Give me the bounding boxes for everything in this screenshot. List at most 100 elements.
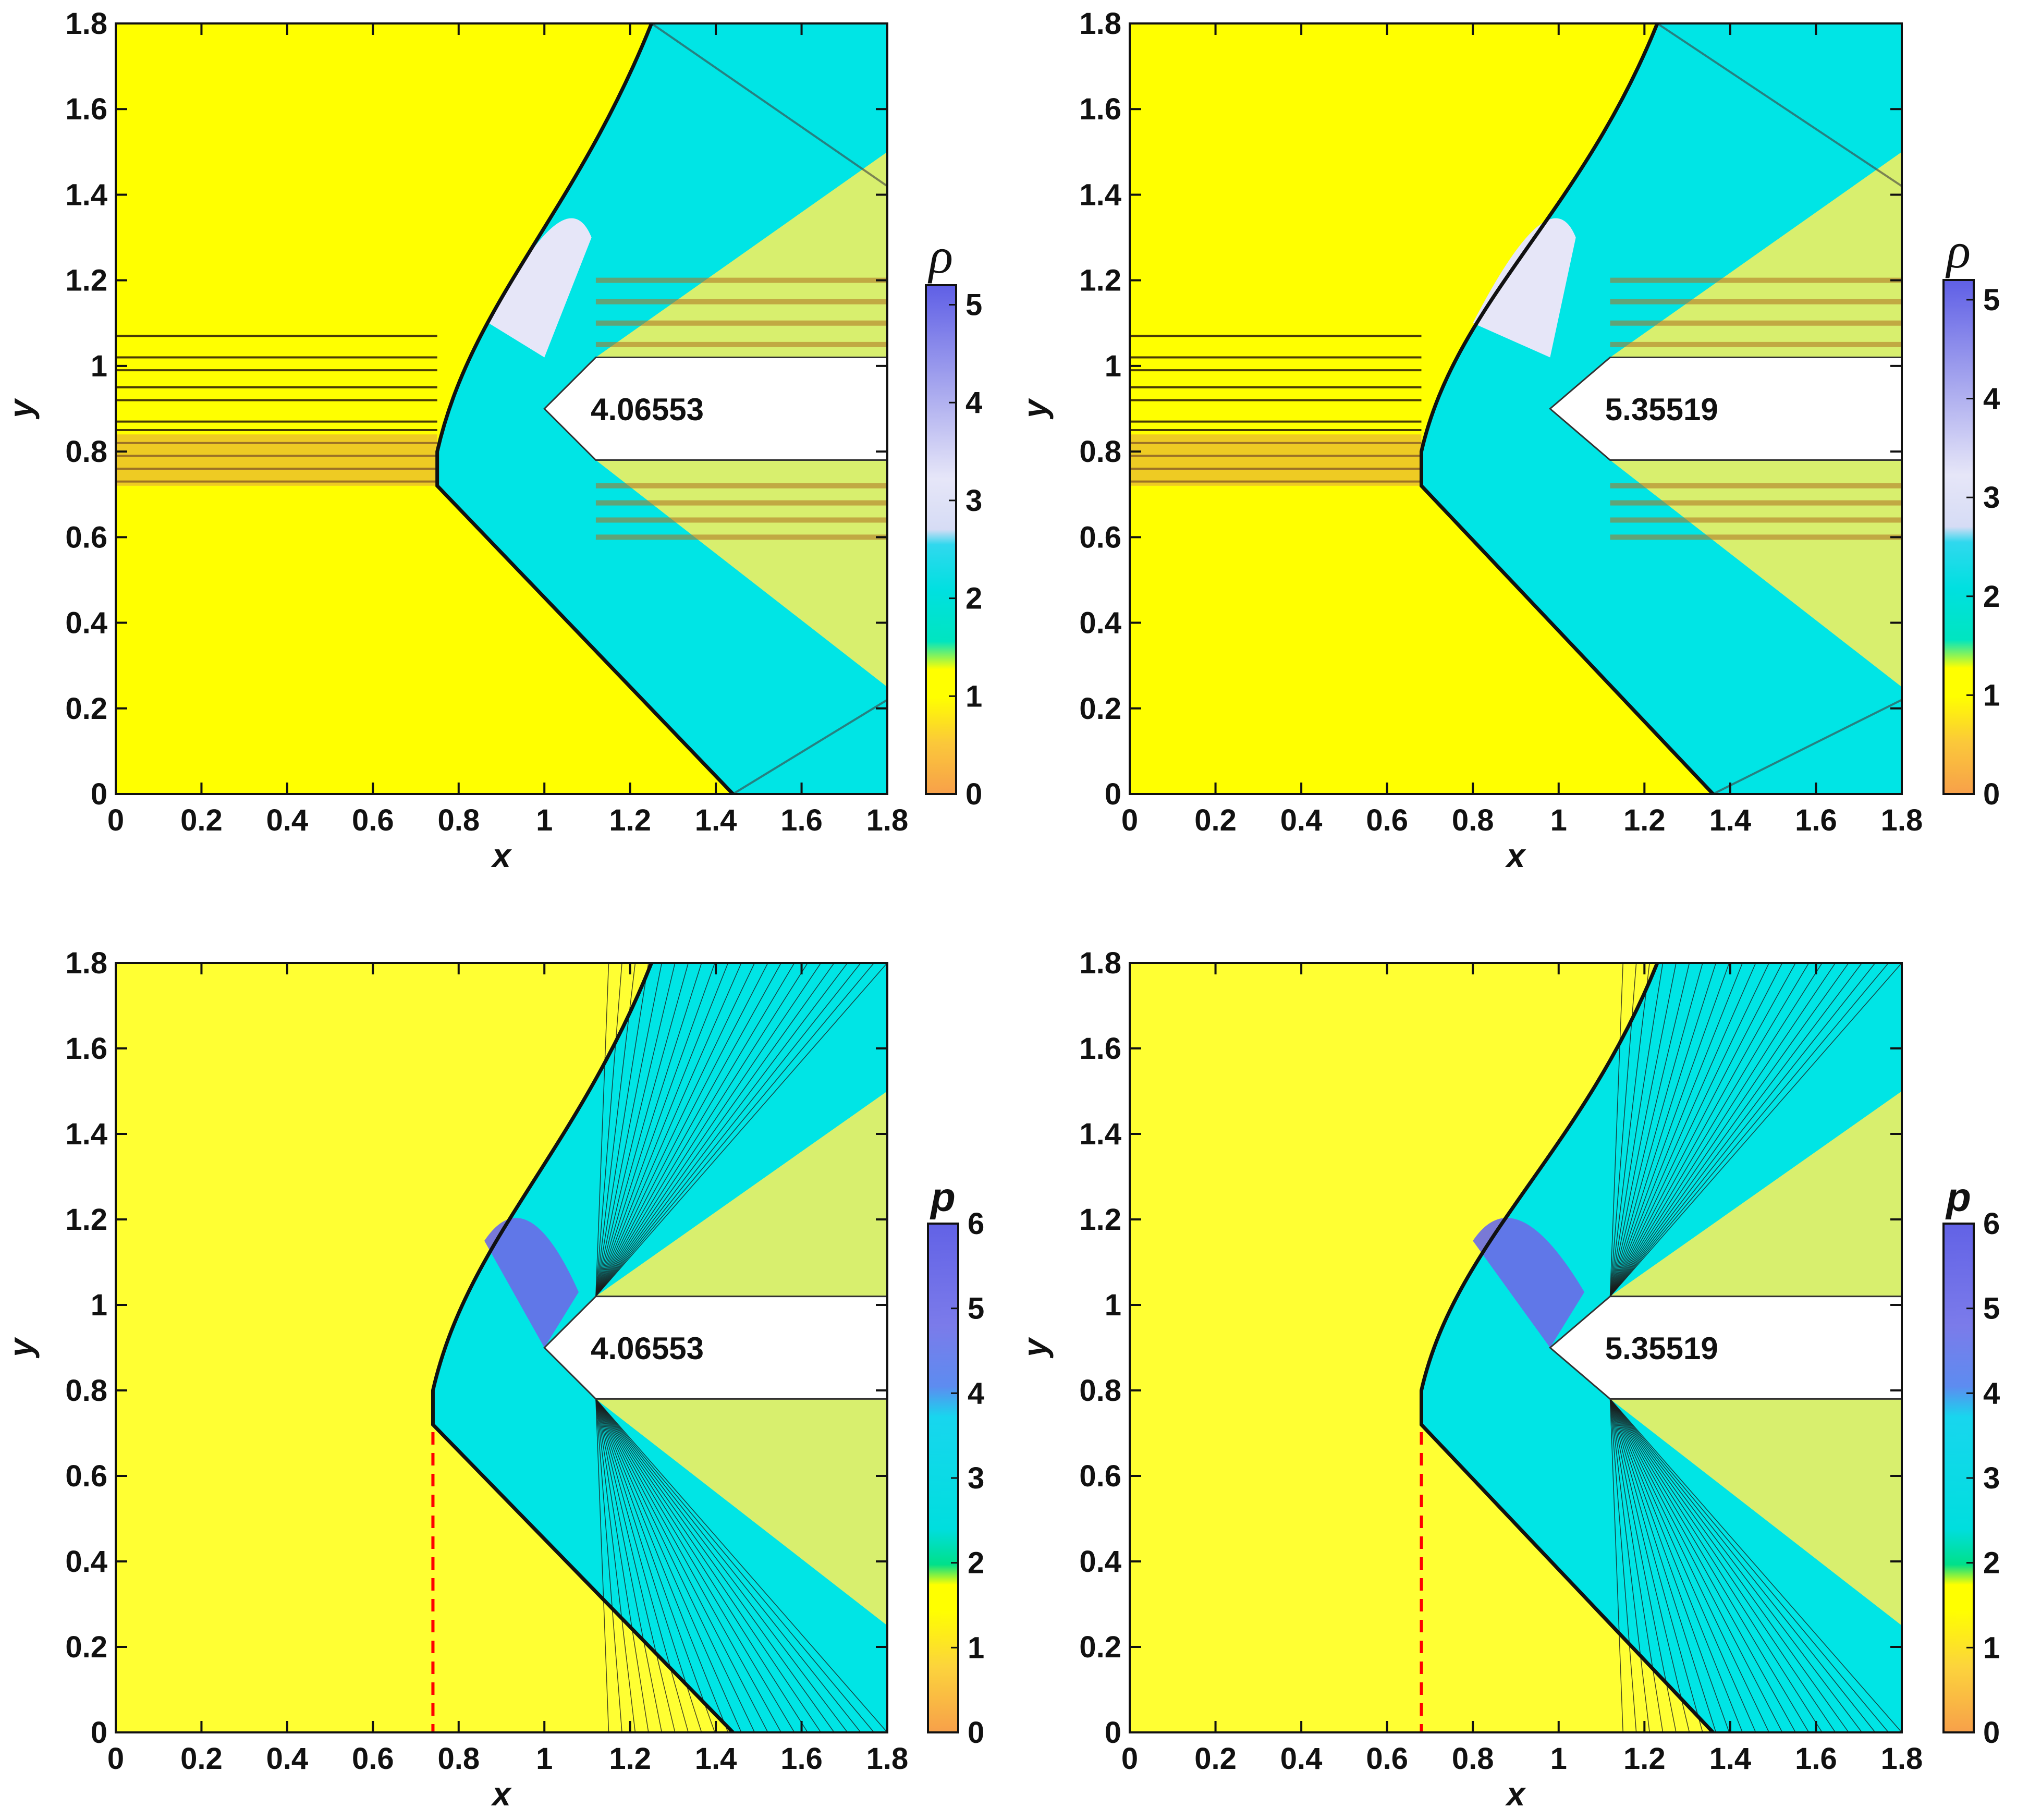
pressure-isoline (1609, 963, 1902, 1297)
high-pressure-pocket (484, 1218, 579, 1348)
reflected-shock (1713, 699, 1902, 794)
colorbar-tick-label: 0 (1983, 777, 2000, 811)
pressure-isoline (1609, 1399, 1730, 1732)
x-axis-label: x (1505, 1775, 1526, 1813)
pressure-isoline (1609, 963, 1623, 1297)
pressure-isoline (595, 963, 742, 1297)
pressure-isoline (595, 1399, 622, 1732)
time-annotation: 5.35519 (1605, 1331, 1718, 1366)
pressure-isoline (595, 963, 822, 1297)
pressure-isoline (1609, 1398, 1876, 1732)
colorbar-title: p (1945, 1174, 1971, 1220)
pressure-isoline (595, 1399, 609, 1732)
x-tick-label: 0.4 (266, 803, 309, 837)
time-annotation: 4.06553 (591, 1331, 704, 1366)
pressure-isoline (1609, 963, 1690, 1297)
x-tick-label: 0.2 (180, 803, 223, 837)
x-tick-label: 1.8 (866, 1742, 909, 1776)
x-tick-label: 1.4 (1709, 1742, 1752, 1776)
y-tick-label: 1.4 (1079, 178, 1121, 212)
pressure-isoline (595, 963, 861, 1297)
upper-expansion-fan (595, 152, 887, 358)
pressure-isoline (1609, 1398, 1863, 1732)
pressure-isoline (1609, 1399, 1623, 1732)
x-tick-label: 0.8 (1452, 1742, 1494, 1776)
upper-expansion-fan (1610, 152, 1902, 358)
x-tick-label: 0 (107, 1742, 124, 1776)
y-tick-label: 1.2 (1079, 1203, 1121, 1237)
colorbar-tick-label: 4 (1983, 382, 2000, 416)
y-tick-label: 0.8 (65, 435, 107, 469)
colorbar-tick-label: 4 (1983, 1376, 2000, 1410)
y-tick-label: 0.4 (1079, 606, 1121, 640)
y-tick-label: 0.2 (65, 1630, 107, 1664)
pressure-isoline (595, 963, 795, 1297)
y-tick-label: 0.2 (1079, 1630, 1121, 1664)
x-tick-label: 0.8 (437, 803, 480, 837)
colorbar-tick-label: 1 (1983, 678, 2000, 712)
pressure-isoline (1609, 963, 1863, 1297)
x-tick-label: 0.6 (352, 1742, 394, 1776)
pressure-isoline (1609, 1399, 1677, 1732)
y-tick-label: 0.8 (65, 1374, 107, 1408)
x-tick-label: 1.8 (866, 803, 909, 837)
y-tick-label: 0.6 (1079, 520, 1121, 554)
pressure-isoline (595, 963, 875, 1297)
pressure-isoline (1609, 963, 1796, 1297)
y-tick-label: 0.4 (1079, 1545, 1121, 1579)
colorbar-tick-label: 6 (968, 1207, 984, 1241)
colorbar-tick-label: 2 (968, 1546, 984, 1580)
colorbar-title: ρ (927, 228, 953, 284)
y-tick-label: 1 (91, 1288, 107, 1322)
pressure-isoline (595, 1399, 649, 1732)
lower-expansion-fan (595, 460, 887, 687)
colorbar-tick-label: 3 (1983, 1461, 2000, 1495)
pressure-isoline (595, 1399, 715, 1732)
pressure-isoline (1609, 1398, 1889, 1732)
x-tick-label: 1 (536, 803, 553, 837)
pressure-isoline (595, 1398, 822, 1732)
x-tick-label: 1 (1550, 803, 1567, 837)
pressure-isoline (595, 963, 768, 1297)
pressure-isoline (595, 963, 702, 1297)
colorbar-tick-label: 5 (965, 288, 982, 322)
x-tick-label: 0.4 (1280, 1742, 1323, 1776)
panel-3: 4.06553 0 0.2 0.4 0.6 0.8 1 1.2 1.4 1.6 1.8 0 0.2 0.4… (2, 946, 984, 1813)
y-tick-label: 1.8 (1079, 7, 1121, 41)
colorbar-tick-label: 3 (965, 484, 982, 518)
pressure-isoline (1609, 1399, 1637, 1732)
pressure-isoline (1609, 1399, 1770, 1732)
pressure-isoline (595, 963, 729, 1297)
colorbar-tick-label: 5 (1983, 1292, 2000, 1326)
y-axis-label: y (1016, 1337, 1054, 1359)
y-tick-label: 1.6 (1079, 92, 1121, 126)
x-tick-label: 0.8 (437, 1742, 480, 1776)
body (1549, 1296, 1902, 1400)
pressure-isoline (1609, 963, 1810, 1297)
body (1549, 356, 1902, 461)
pressure-isoline (595, 963, 755, 1297)
pressure-isoline (1609, 963, 1743, 1297)
y-tick-label: 0.4 (65, 606, 107, 640)
pressure-isoline (1609, 963, 1849, 1297)
pressure-isoline (595, 1399, 663, 1732)
pressure-isoline (1609, 963, 1730, 1297)
bow-shock (431, 963, 735, 1732)
pressure-isoline (1609, 1399, 1756, 1732)
y-tick-label: 0.8 (1079, 1374, 1121, 1408)
y-tick-label: 0.8 (1079, 435, 1121, 469)
pressure-isoline (595, 1399, 729, 1732)
pressure-isoline (1609, 963, 1770, 1297)
colorbar-tick-label: 1 (968, 1631, 984, 1665)
x-tick-label: 0.6 (1366, 1742, 1408, 1776)
y-tick-label: 0 (91, 1716, 107, 1750)
colorbar-tick-label: 2 (1983, 580, 2000, 614)
y-tick-label: 1 (91, 349, 107, 383)
jet-core (1130, 434, 1422, 486)
pressure-isoline (595, 963, 676, 1297)
y-tick-label: 1 (1105, 349, 1121, 383)
bow-shock (1419, 23, 1715, 794)
pressure-isoline (1609, 963, 1889, 1297)
y-tick-label: 1 (1105, 1288, 1121, 1322)
time-annotation: 4.06553 (591, 392, 704, 427)
